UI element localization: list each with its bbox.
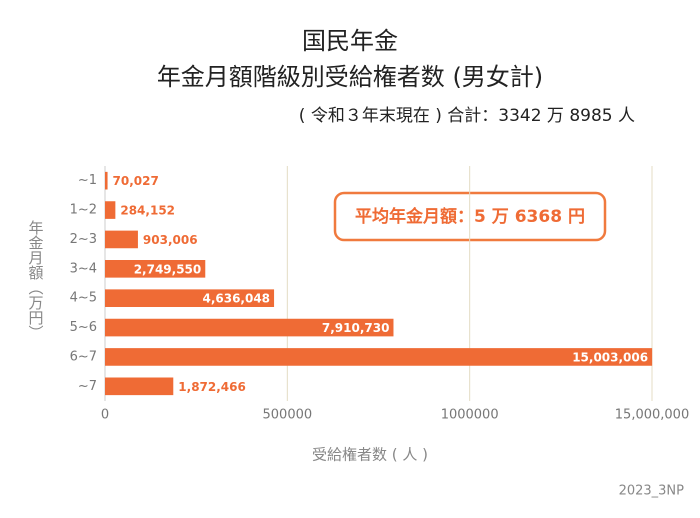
bar [105,348,653,366]
chart-title: 国民年金 [302,27,398,55]
y-tick-label: 3~4 [70,261,97,276]
bar [105,171,108,190]
x-tick-label: 15,000,000 [615,408,689,423]
bar [105,201,116,219]
x-tick-label: 500000 [263,408,313,423]
bar [105,289,275,307]
value-label: 2,749,550 [134,262,202,276]
chart-title-line: 年金月額階級別受給権者数 (男女計) [157,63,543,91]
y-tick-label: ~1 [78,173,97,188]
y-tick-label: 6~7 [70,349,97,364]
y-tick-label: 5~6 [70,320,97,335]
value-label: 284,152 [120,204,175,218]
bar [105,318,394,337]
value-label: 7,910,730 [322,321,390,335]
chart-subtitle: ( 令和３年末現在 ) 合計：3342 万 8985 人 [299,106,635,126]
value-label: 1,872,466 [178,380,246,394]
y-tick-label: 4~5 [70,291,97,306]
bar [105,230,138,249]
value-label: 15,003,006 [572,350,648,364]
y-tick-label: 1~2 [70,203,97,218]
x-tick-label: 0 [101,408,109,423]
x-axis-label: 受給権者数 ( 人 ) [312,446,428,464]
x-tick-label: 1000000 [441,408,499,423]
value-label: 70,027 [113,174,159,188]
value-label: 903,006 [143,233,198,247]
bar [105,377,174,396]
y-tick-label: ~7 [78,379,97,394]
value-label: 4,636,048 [202,292,270,306]
footer: 2023_3NP [619,484,685,499]
y-tick-label: 2~3 [70,232,97,247]
y-axis-label: 年金月額（万円） [27,220,45,340]
bar [105,260,206,278]
